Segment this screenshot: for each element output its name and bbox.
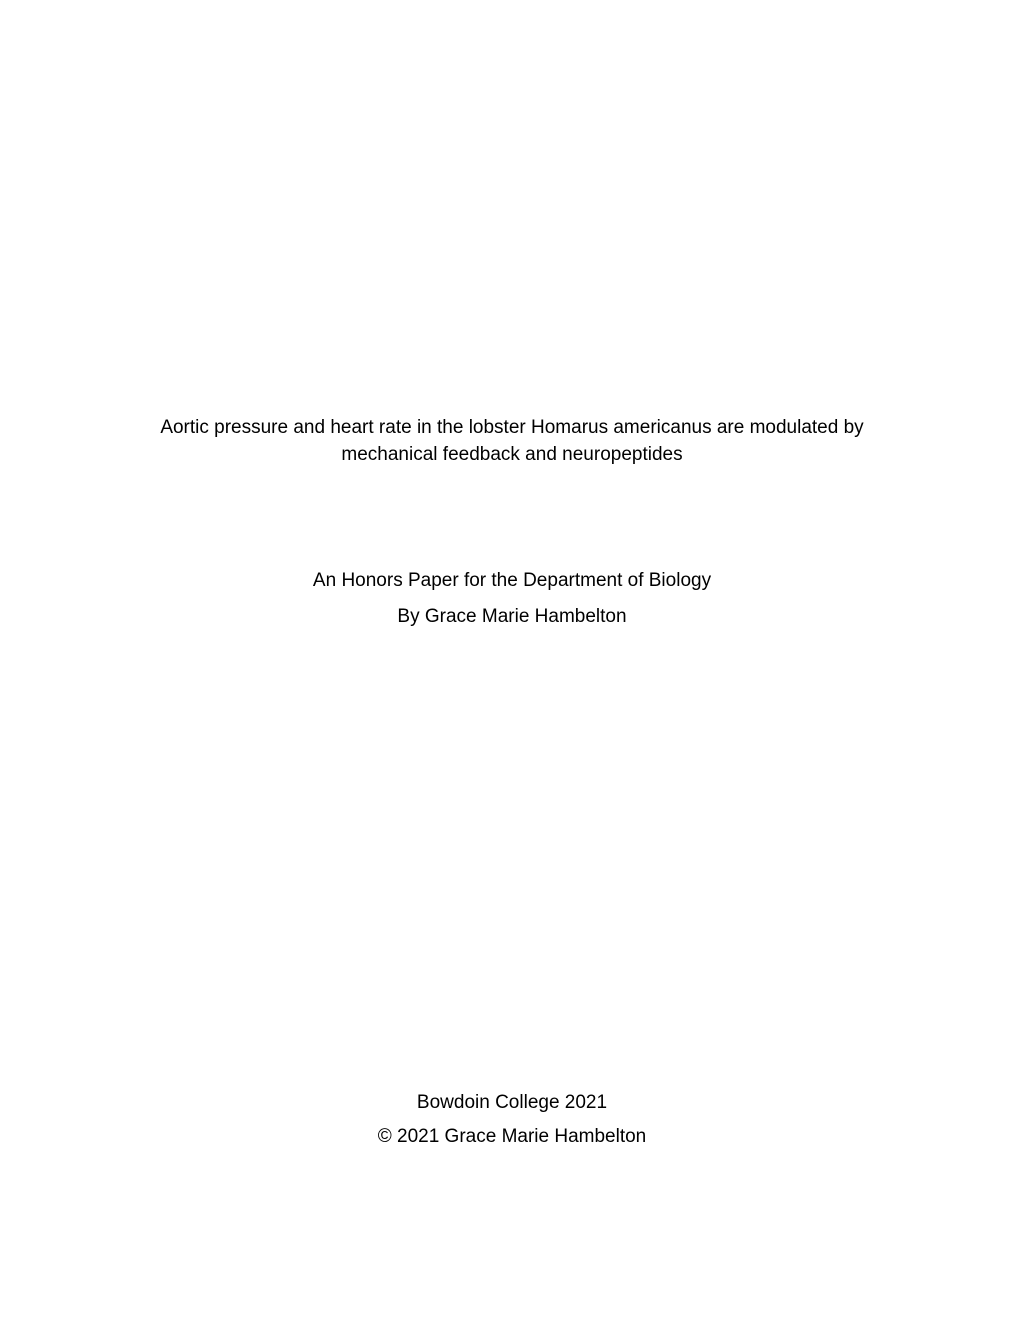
institution-line: Bowdoin College 2021 xyxy=(0,1086,1024,1120)
subtitle-block: An Honors Paper for the Department of Bi… xyxy=(120,563,904,635)
title-line-1: Aortic pressure and heart rate in the lo… xyxy=(120,415,904,442)
footer-block: Bowdoin College 2021 © 2021 Grace Marie … xyxy=(0,1086,1024,1154)
copyright-line: © 2021 Grace Marie Hambelton xyxy=(0,1120,1024,1154)
page-container: Aortic pressure and heart rate in the lo… xyxy=(0,0,1024,1324)
subtitle-line-2: By Grace Marie Hambelton xyxy=(120,599,904,635)
title-line-2: mechanical feedback and neuropeptides xyxy=(120,442,904,469)
title-block: Aortic pressure and heart rate in the lo… xyxy=(120,415,904,468)
subtitle-line-1: An Honors Paper for the Department of Bi… xyxy=(120,563,904,599)
